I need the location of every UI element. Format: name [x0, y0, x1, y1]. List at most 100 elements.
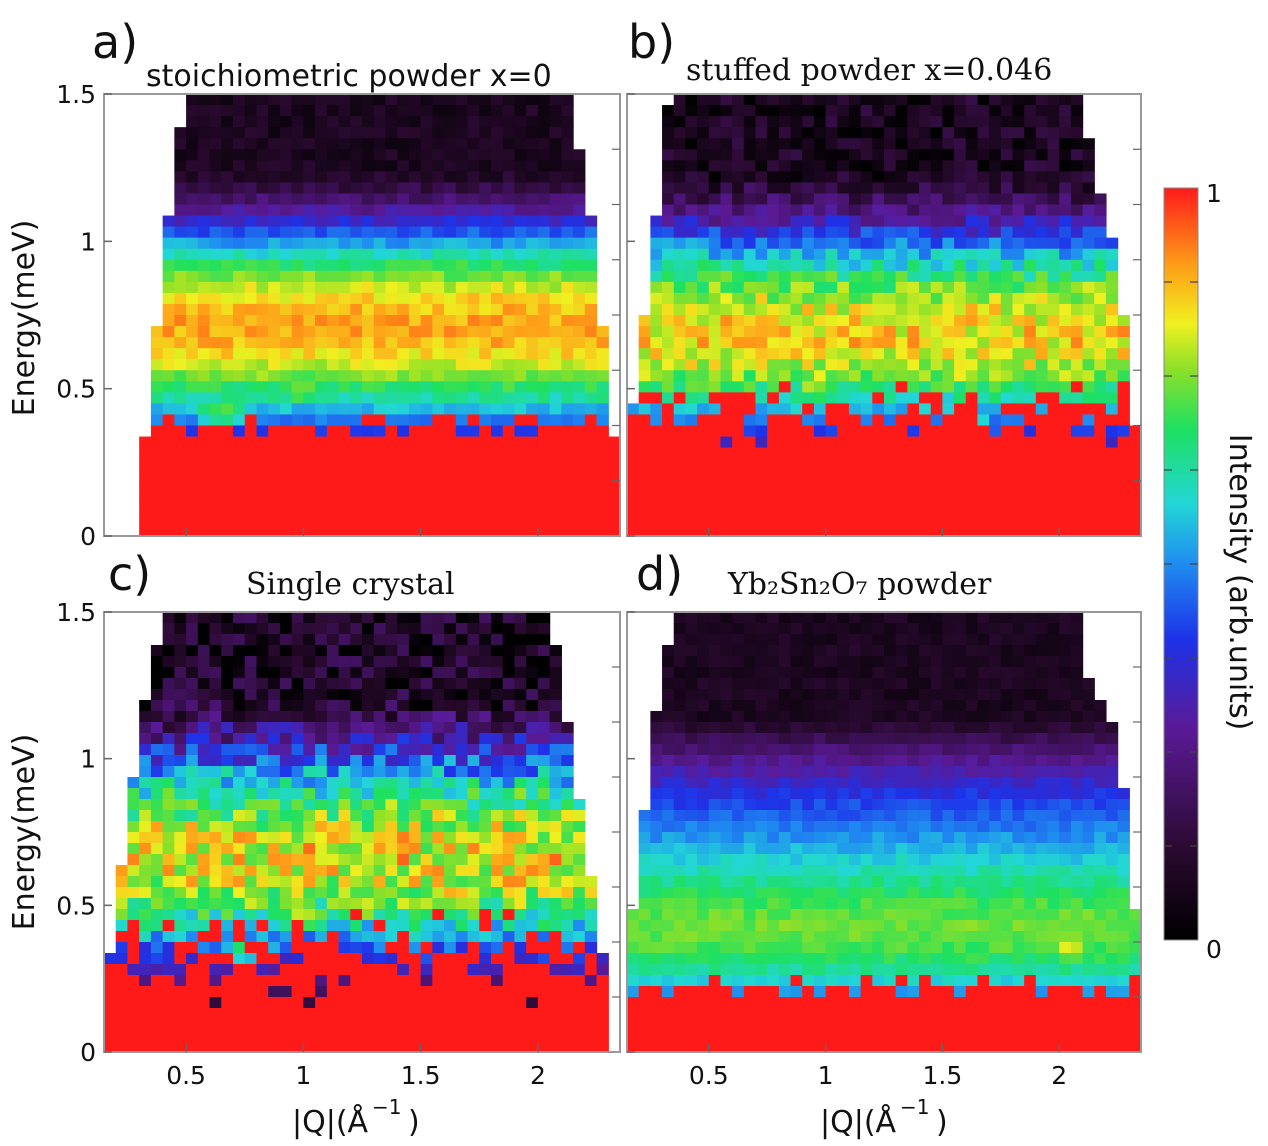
heatmap-cell [420, 303, 433, 316]
heatmap-cell [697, 524, 710, 537]
heatmap-cell [150, 326, 164, 338]
heatmap-cell [502, 920, 516, 932]
heatmap-cell [584, 226, 598, 239]
heatmap-cell [1012, 634, 1025, 646]
heatmap-cell [767, 403, 780, 416]
heatmap-cell [1024, 348, 1037, 360]
heatmap-cell [907, 94, 920, 106]
heatmap-cell [608, 436, 621, 449]
heatmap-cell [848, 392, 862, 404]
heatmap-cell [432, 909, 445, 921]
heatmap-cell [303, 623, 316, 635]
heatmap-cell [662, 656, 675, 668]
heatmap-cell [385, 94, 398, 106]
heatmap-cell [444, 777, 457, 789]
heatmap-cell [244, 997, 258, 1009]
heatmap-cell [279, 237, 293, 250]
heatmap-cell [420, 843, 433, 855]
heatmap-cell [685, 414, 698, 427]
heatmap-cell [491, 634, 504, 646]
heatmap-cell [315, 458, 328, 471]
heatmap-cell [162, 425, 175, 438]
heatmap-cell [872, 138, 885, 150]
heatmap-cell [848, 94, 862, 106]
heatmap-cell [444, 381, 457, 393]
heatmap-cell [268, 193, 281, 206]
heatmap-cell [895, 678, 908, 690]
heatmap-cell [186, 447, 199, 460]
heatmap-cell [408, 370, 422, 382]
heatmap-cell [907, 403, 920, 416]
heatmap-cell [420, 953, 433, 965]
heatmap-cell [385, 392, 398, 404]
heatmap-cell [650, 436, 663, 449]
heatmap-cell [186, 1030, 199, 1042]
heatmap-cell [338, 348, 351, 360]
heatmap-cell [767, 259, 780, 272]
heatmap-cell [303, 722, 316, 734]
heatmap-cell [584, 370, 598, 382]
heatmap-cell [162, 898, 175, 910]
heatmap-cell [848, 634, 862, 646]
heatmap-cell [279, 986, 293, 998]
heatmap-cell [444, 447, 457, 460]
heatmap-cell [338, 182, 351, 195]
heatmap-cell [221, 281, 234, 294]
heatmap-cell [186, 326, 199, 338]
heatmap-cell [584, 953, 598, 965]
heatmap-cell [502, 634, 516, 646]
heatmap-cell [526, 953, 539, 965]
heatmap-cell [221, 799, 234, 811]
heatmap-cell [919, 634, 932, 646]
heatmap-cell [279, 425, 293, 438]
heatmap-cell [197, 832, 211, 844]
heatmap-cell [662, 502, 675, 515]
heatmap-cell [127, 799, 140, 811]
heatmap-cell [1129, 480, 1142, 493]
heatmap-cell [233, 612, 246, 624]
heatmap-cell [1035, 612, 1049, 624]
heatmap-cell [573, 876, 586, 888]
heatmap-cell [884, 634, 897, 646]
heatmap-cell [584, 1030, 598, 1042]
heatmap-cell [514, 722, 527, 734]
heatmap-cell [1129, 469, 1142, 482]
heatmap-cell [502, 414, 516, 427]
heatmap-cell [1105, 248, 1119, 261]
heatmap-cell [350, 1041, 363, 1053]
heatmap-cell [1070, 436, 1084, 449]
heatmap-cell [802, 259, 815, 272]
heatmap-cell [1094, 237, 1107, 250]
heatmap-cell [420, 502, 433, 515]
heatmap-cell [549, 513, 562, 526]
heatmap-cell [221, 182, 234, 195]
heatmap-cell [1070, 248, 1084, 261]
heatmap-cell [420, 204, 433, 217]
heatmap-cell [291, 898, 304, 910]
heatmap-cell [350, 348, 363, 360]
heatmap-cell [338, 1030, 351, 1042]
heatmap-cell [743, 524, 757, 537]
heatmap-cell [291, 865, 304, 877]
heatmap-cell [685, 204, 698, 217]
heatmap-cell [755, 193, 768, 206]
heatmap-cell [209, 832, 222, 844]
heatmap-cell [197, 700, 211, 712]
heatmap-cell [408, 953, 422, 965]
heatmap-cell [708, 171, 722, 183]
heatmap-cell [455, 832, 469, 844]
heatmap-cell [315, 700, 328, 712]
heatmap-cell [303, 1008, 316, 1020]
heatmap-cell [825, 612, 838, 624]
heatmap-cell [790, 612, 803, 624]
heatmap-cell [373, 370, 387, 382]
heatmap-cell [708, 623, 722, 635]
heatmap-cell [907, 182, 920, 195]
heatmap-cell [895, 270, 908, 283]
heatmap-cell [244, 292, 258, 305]
heatmap-cell [303, 149, 316, 161]
heatmap-cell [790, 303, 803, 316]
heatmap-cell [743, 303, 757, 316]
heatmap-cell [104, 953, 117, 965]
heatmap-cell [385, 645, 398, 657]
